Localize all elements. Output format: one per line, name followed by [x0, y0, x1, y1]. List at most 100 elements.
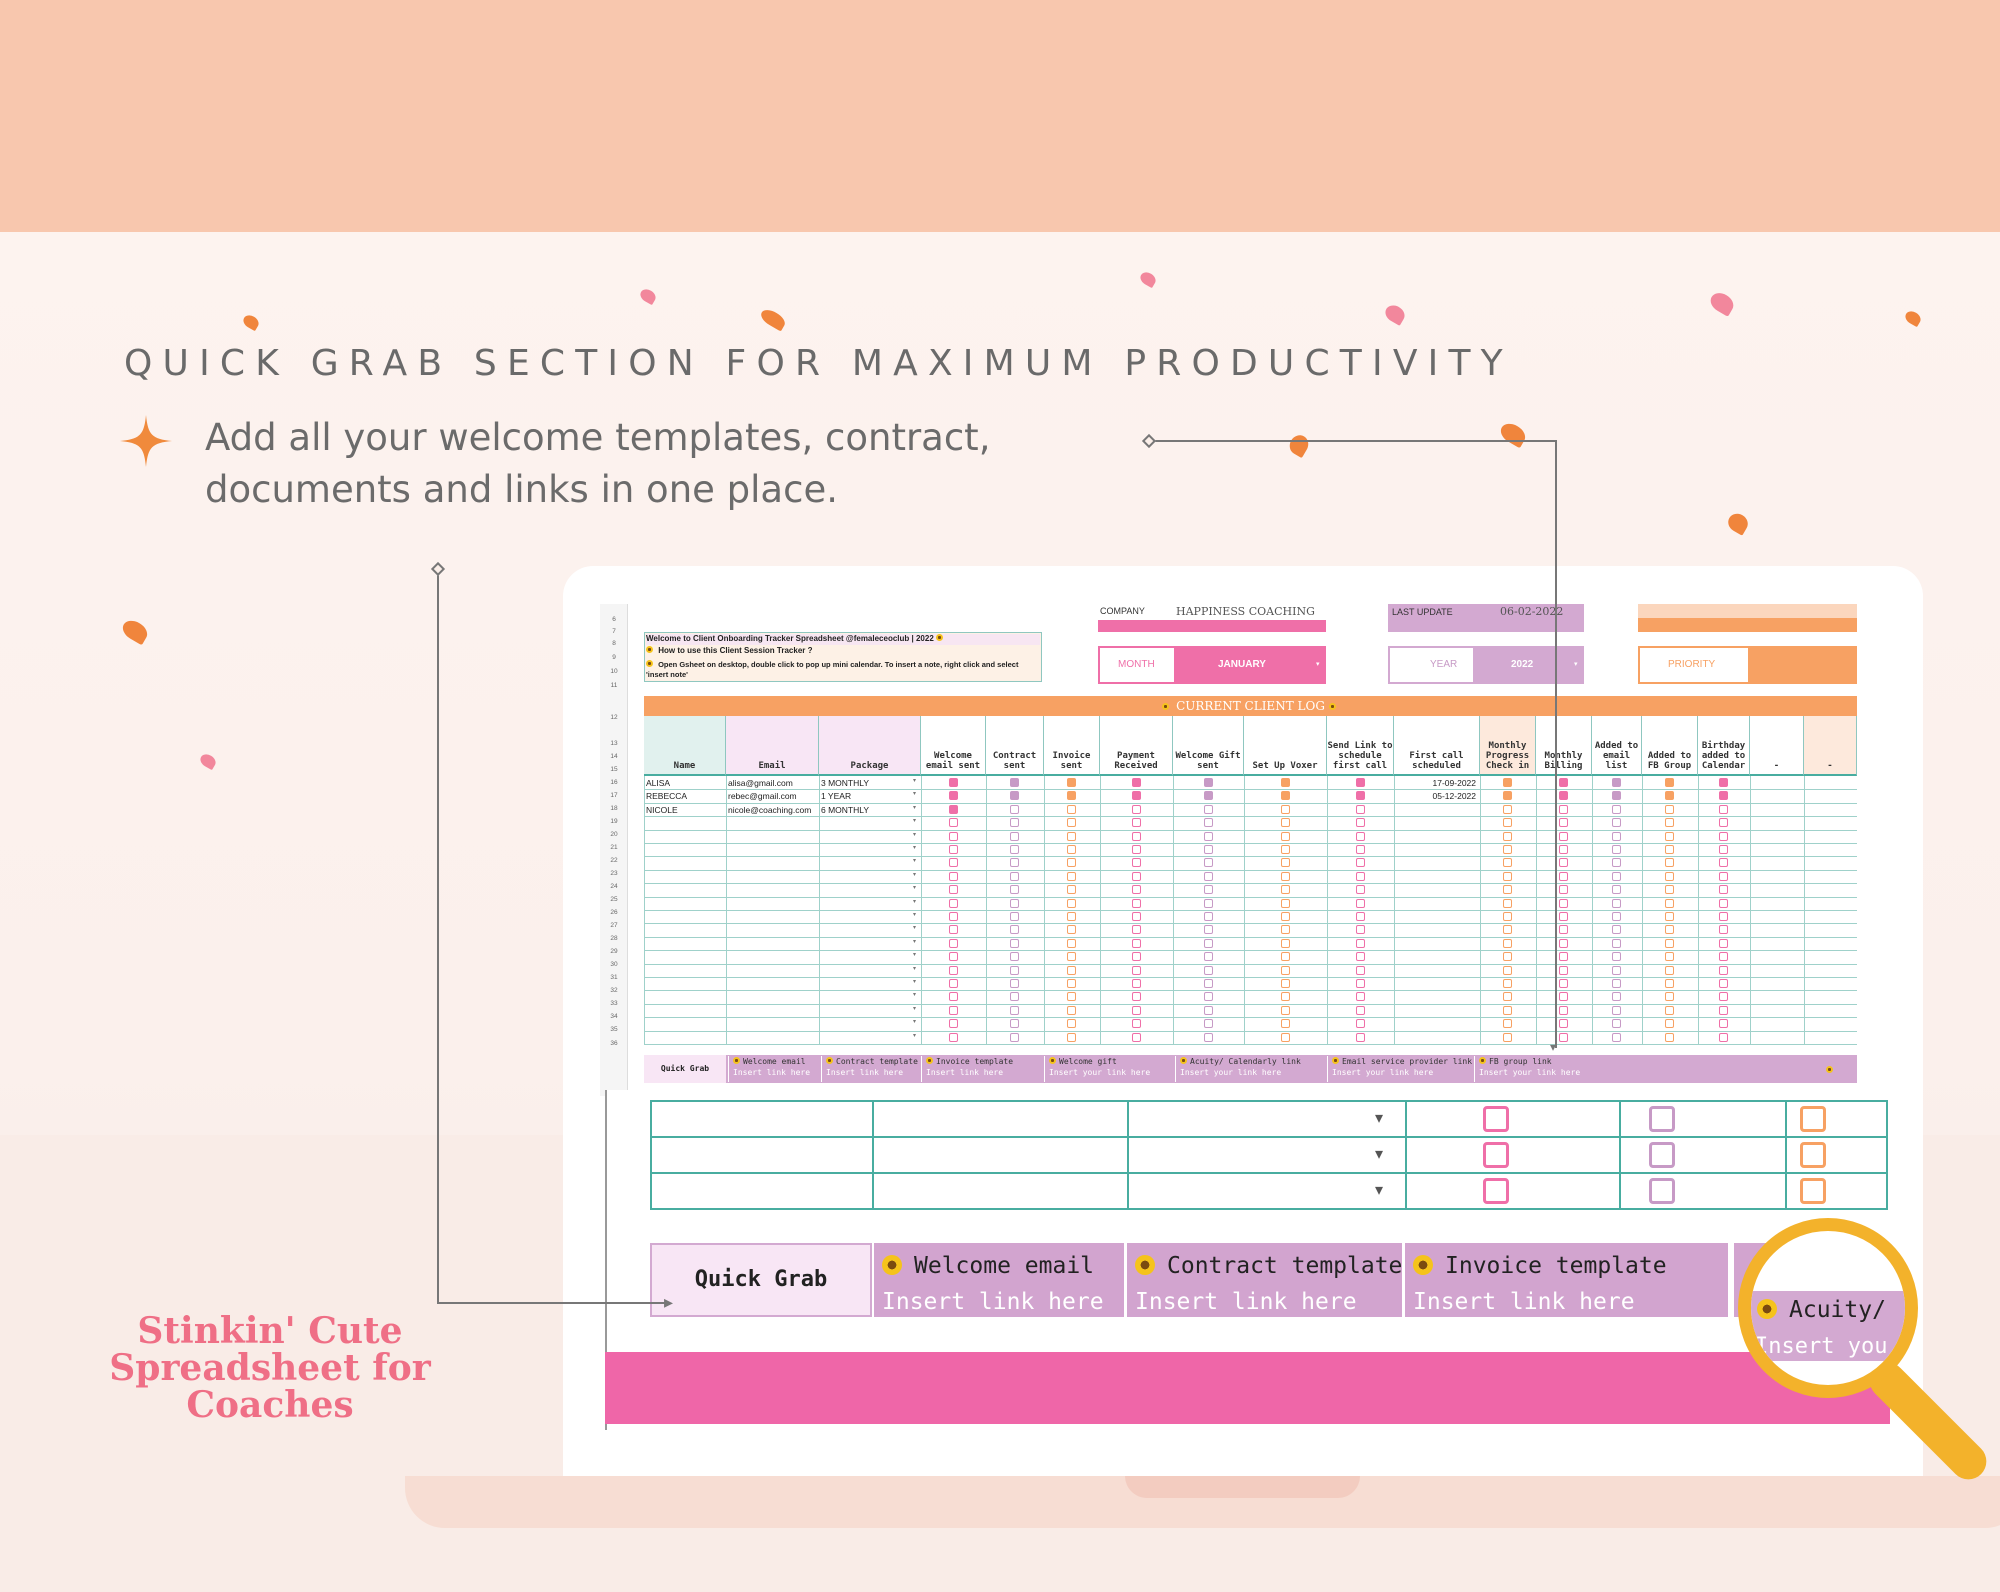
- quick-grab-item[interactable]: Invoice template Insert link here: [921, 1056, 1044, 1082]
- checkbox[interactable]: [1131, 885, 1141, 895]
- checkbox[interactable]: [1010, 1005, 1019, 1015]
- checkbox[interactable]: [1649, 1106, 1675, 1132]
- dropdown-icon[interactable]: ▾: [913, 804, 917, 811]
- checkbox[interactable]: [1010, 804, 1019, 814]
- checkbox[interactable]: [1719, 845, 1728, 854]
- quick-grab-item-link[interactable]: Insert link here: [926, 1068, 1004, 1077]
- checkbox[interactable]: [1355, 885, 1365, 895]
- checkbox[interactable]: [948, 1032, 958, 1042]
- checkbox[interactable]: [1280, 952, 1290, 962]
- checkbox[interactable]: [1665, 885, 1674, 895]
- checkbox[interactable]: [1612, 885, 1621, 895]
- dropdown-icon[interactable]: ▾: [1375, 1110, 1384, 1127]
- checkbox[interactable]: [1280, 845, 1290, 854]
- checkbox[interactable]: [1665, 791, 1674, 801]
- checkbox[interactable]: [1203, 791, 1213, 801]
- checkbox[interactable]: [1483, 1142, 1509, 1168]
- checkbox[interactable]: [1612, 992, 1621, 1002]
- checkbox[interactable]: [1203, 898, 1213, 908]
- checkbox[interactable]: [1559, 858, 1568, 868]
- checkbox[interactable]: [1131, 804, 1141, 814]
- checkbox[interactable]: [1800, 1142, 1826, 1168]
- checkbox[interactable]: [1203, 965, 1213, 975]
- checkbox[interactable]: [1131, 778, 1141, 787]
- zoom-quick-grab-link[interactable]: Insert link here: [1135, 1289, 1357, 1315]
- client-email[interactable]: rebec@gmail.com: [728, 791, 797, 802]
- checkbox[interactable]: [1131, 858, 1141, 868]
- checkbox[interactable]: [1503, 885, 1512, 895]
- checkbox[interactable]: [1503, 992, 1512, 1002]
- checkbox[interactable]: [1665, 979, 1674, 988]
- checkbox[interactable]: [1131, 791, 1141, 801]
- checkbox[interactable]: [1355, 1019, 1365, 1029]
- checkbox[interactable]: [1203, 925, 1213, 935]
- checkbox[interactable]: [1203, 885, 1213, 895]
- checkbox[interactable]: [1559, 952, 1568, 962]
- checkbox[interactable]: [1665, 845, 1674, 854]
- dropdown-icon[interactable]: ▾: [913, 925, 917, 932]
- checkbox[interactable]: [1355, 804, 1365, 814]
- checkbox[interactable]: [948, 938, 958, 948]
- checkbox[interactable]: [1355, 871, 1365, 881]
- checkbox[interactable]: [1483, 1178, 1509, 1204]
- checkbox[interactable]: [1559, 791, 1568, 801]
- dropdown-icon[interactable]: ▾: [913, 1032, 917, 1039]
- checkbox[interactable]: [948, 912, 958, 921]
- checkbox[interactable]: [1131, 952, 1141, 962]
- checkbox[interactable]: [1203, 804, 1213, 814]
- checkbox[interactable]: [1503, 831, 1512, 841]
- checkbox[interactable]: [1612, 1005, 1621, 1015]
- checkbox[interactable]: [1203, 1032, 1213, 1042]
- checkbox[interactable]: [1559, 804, 1568, 814]
- checkbox[interactable]: [1067, 885, 1076, 895]
- checkbox[interactable]: [1067, 804, 1076, 814]
- checkbox[interactable]: [1559, 885, 1568, 895]
- checkbox[interactable]: [1665, 1005, 1674, 1015]
- checkbox[interactable]: [1665, 965, 1674, 975]
- checkbox[interactable]: [1559, 925, 1568, 935]
- checkbox[interactable]: [1010, 845, 1019, 854]
- checkbox[interactable]: [1067, 965, 1076, 975]
- zoom-quick-grab-link[interactable]: Insert link here: [1413, 1289, 1635, 1315]
- quick-grab-item-link[interactable]: Insert link here: [826, 1068, 904, 1077]
- checkbox[interactable]: [1355, 778, 1365, 787]
- checkbox[interactable]: [1131, 938, 1141, 948]
- checkbox[interactable]: [1503, 979, 1512, 988]
- checkbox[interactable]: [1665, 952, 1674, 962]
- checkbox[interactable]: [1612, 778, 1621, 787]
- checkbox[interactable]: [1503, 952, 1512, 962]
- quick-grab-item[interactable]: FB group link Insert your link here: [1474, 1056, 1592, 1082]
- checkbox[interactable]: [1131, 1032, 1141, 1042]
- checkbox[interactable]: [1503, 1005, 1512, 1015]
- company-value[interactable]: HAPPINESS COACHING: [1176, 605, 1315, 618]
- checkbox[interactable]: [1503, 1032, 1512, 1042]
- checkbox[interactable]: [1719, 965, 1728, 975]
- checkbox[interactable]: [1355, 831, 1365, 841]
- checkbox[interactable]: [1503, 791, 1512, 801]
- checkbox[interactable]: [948, 804, 958, 814]
- checkbox[interactable]: [1719, 925, 1728, 935]
- checkbox[interactable]: [1280, 1005, 1290, 1015]
- checkbox[interactable]: [1203, 778, 1213, 787]
- checkbox[interactable]: [1719, 831, 1728, 841]
- client-first-call[interactable]: 05-12-2022: [1432, 791, 1476, 802]
- checkbox[interactable]: [1280, 898, 1290, 908]
- checkbox[interactable]: [1503, 818, 1512, 828]
- client-name[interactable]: NICOLE: [646, 804, 678, 815]
- checkbox[interactable]: [1355, 845, 1365, 854]
- checkbox[interactable]: [1010, 871, 1019, 881]
- dropdown-icon[interactable]: ▾: [913, 979, 917, 985]
- zoom-quick-grab-link[interactable]: Insert link here: [882, 1289, 1104, 1315]
- checkbox[interactable]: [1010, 952, 1019, 962]
- checkbox[interactable]: [1559, 1019, 1568, 1029]
- checkbox[interactable]: [1800, 1106, 1826, 1132]
- checkbox[interactable]: [1800, 1178, 1826, 1204]
- checkbox[interactable]: [1010, 912, 1019, 921]
- checkbox[interactable]: [1355, 979, 1365, 988]
- checkbox[interactable]: [948, 1005, 958, 1015]
- checkbox[interactable]: [1665, 1019, 1674, 1029]
- checkbox[interactable]: [1719, 791, 1728, 801]
- checkbox[interactable]: [1280, 871, 1290, 881]
- client-package[interactable]: 6 MONTHLY: [821, 804, 870, 815]
- checkbox[interactable]: [1503, 778, 1512, 787]
